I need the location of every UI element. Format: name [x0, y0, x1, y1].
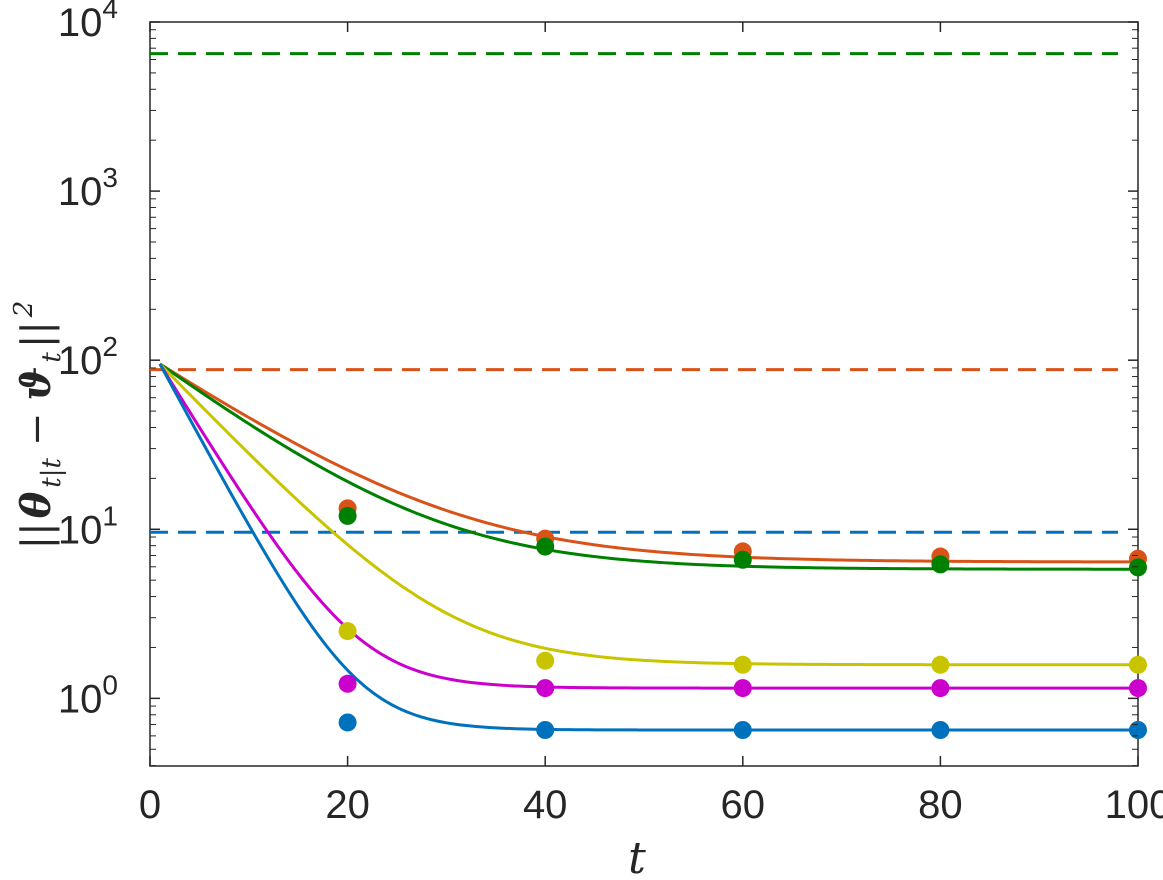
data-point	[1129, 720, 1147, 739]
data-point	[931, 679, 950, 698]
y-tick-label: 100	[58, 669, 118, 721]
series-line	[158, 363, 1138, 732]
series-line	[159, 362, 1139, 564]
x-axis-label: t	[628, 833, 646, 880]
ylabel-theta-sub: t|t	[37, 458, 67, 488]
series-lines	[158, 362, 1139, 732]
data-point	[733, 550, 752, 569]
x-tick-label: 100	[1105, 783, 1163, 827]
data-point	[931, 555, 950, 574]
y-tick-label: 104	[58, 0, 118, 45]
ylabel-theta: θ	[13, 491, 60, 518]
x-tick-label: 80	[918, 783, 963, 827]
y-tick-label: 102	[58, 331, 118, 383]
x-tick-label: 20	[325, 783, 370, 827]
x-tick-label: 40	[523, 783, 568, 827]
ylabel-bars-close: ||	[14, 321, 60, 348]
data-point	[931, 655, 950, 674]
x-tick-label: 60	[721, 783, 766, 827]
plot-area	[149, 21, 1139, 767]
series-line	[158, 363, 1138, 690]
data-markers	[338, 499, 1147, 739]
plot-frame	[149, 21, 1139, 767]
data-point	[931, 720, 950, 739]
data-point	[1129, 679, 1147, 698]
data-point	[1129, 655, 1147, 674]
data-point	[733, 655, 752, 674]
y-tick-label: 101	[58, 500, 118, 552]
reference-lines	[150, 52, 1118, 534]
data-point	[338, 674, 357, 693]
data-point	[733, 720, 752, 739]
data-point	[536, 537, 555, 556]
series-line	[158, 362, 1138, 667]
data-point	[733, 679, 752, 698]
ylabel-minus: −	[14, 413, 60, 447]
data-point	[338, 713, 357, 732]
y-tick-label: 103	[58, 162, 118, 214]
data-point	[338, 506, 357, 525]
ylabel-power: 2	[9, 301, 39, 319]
ylabel-vartheta-sub: t	[37, 352, 67, 363]
data-point	[536, 651, 555, 670]
axis-ticks: 0 20 40 60 80 100 100 101 102 103 104	[58, 0, 1163, 827]
ylabel-bars-open: ||	[14, 522, 60, 549]
y-axis-label: || θ t|t − ϑ t || 2	[9, 301, 67, 550]
data-point	[1129, 558, 1147, 577]
svg-text:|| θ t|t −: || θ t|t − ϑ t || 2	[9, 301, 67, 550]
ylabel-vartheta: ϑ	[13, 367, 60, 401]
data-point	[338, 622, 357, 641]
data-point	[536, 720, 555, 739]
data-point	[536, 679, 555, 698]
series-line	[159, 362, 1138, 571]
x-tick-label: 0	[139, 783, 161, 827]
